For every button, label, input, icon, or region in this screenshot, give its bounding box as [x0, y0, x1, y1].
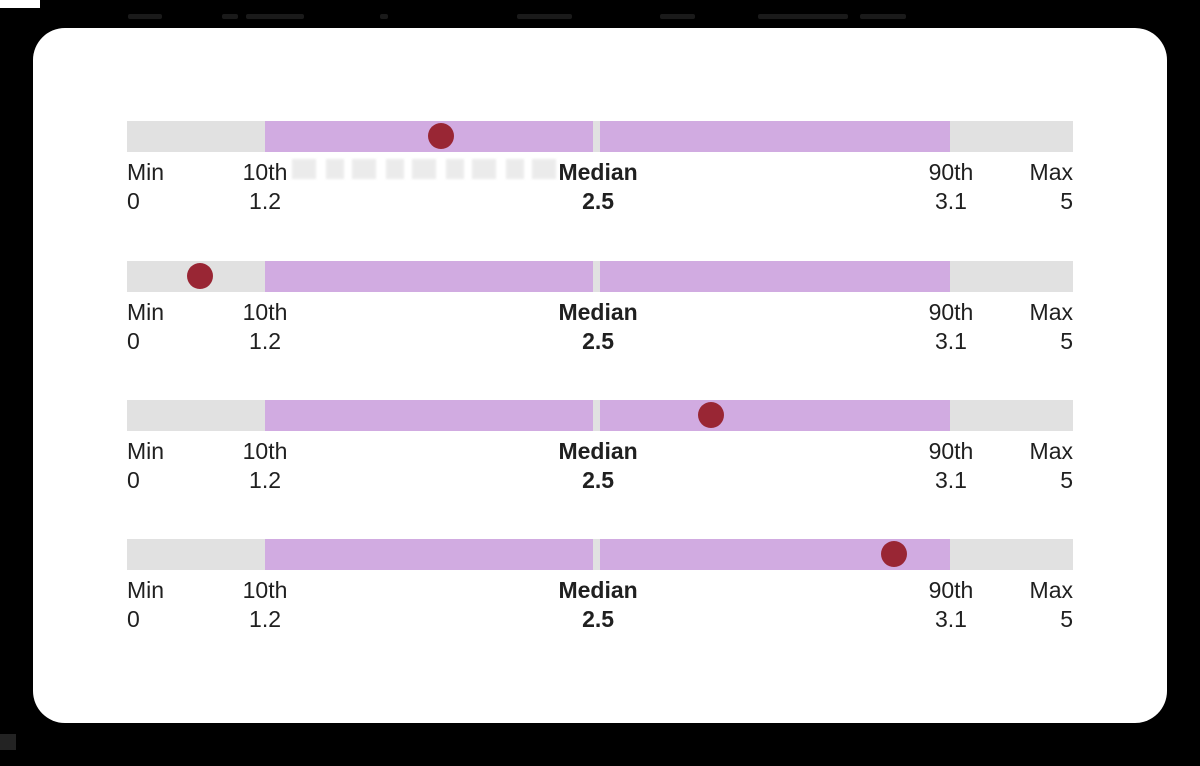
scale-label-value: 0	[127, 467, 140, 493]
percentile-chart-row: Min 0 10th 1.2 Median 2.5 90th 3.1 Max 5	[127, 261, 1073, 361]
scale-label-min: Min 0	[127, 576, 164, 634]
scale-label-name: Min	[127, 299, 165, 325]
ghost-smudge	[380, 14, 388, 19]
scale-label-10th: 10th 1.2	[243, 576, 288, 634]
scale-label-value: 2.5	[582, 188, 615, 214]
range-track	[127, 539, 1073, 570]
scale-label-name: 90th	[928, 577, 974, 603]
scale-label-value: 5	[1060, 606, 1073, 632]
scale-label-median: Median 2.5	[558, 158, 637, 216]
scale-label-name: Max	[1029, 299, 1073, 325]
value-dot	[427, 123, 454, 149]
percentile-chart-row: Min 0 10th 1.2 Median 2.5 90th 3.1 Max 5	[127, 400, 1073, 500]
range-track	[127, 121, 1073, 152]
scale-label-name: Median	[558, 577, 638, 603]
percentile-range-left	[265, 539, 593, 570]
scale-label-name: 90th	[928, 299, 974, 325]
ghost-smudge	[860, 14, 906, 19]
scale-label-name: Max	[1029, 159, 1073, 185]
scale-label-name: Median	[558, 299, 638, 325]
scale-label-10th: 10th 1.2	[243, 158, 288, 216]
results-card: Min 0 10th 1.2 Median 2.5 90th 3.1 Max 5…	[33, 28, 1167, 723]
ghost-smudge	[128, 14, 162, 19]
scale-label-max: Max 5	[1030, 576, 1073, 634]
scale-label-value: 2.5	[582, 467, 615, 493]
scale-label-name: 10th	[242, 299, 288, 325]
ghost-smudge	[517, 14, 572, 19]
scale-label-value: 1.2	[249, 606, 282, 632]
scale-label-median: Median 2.5	[558, 437, 637, 495]
scale-label-value: 1.2	[249, 328, 282, 354]
scale-label-value: 3.1	[934, 188, 967, 214]
scale-label-name: Min	[127, 577, 165, 603]
scale-label-name: Median	[558, 438, 638, 464]
scale-label-90th: 90th 3.1	[929, 576, 974, 634]
scale-label-name: Max	[1029, 577, 1073, 603]
scale-label-value: 2.5	[582, 328, 615, 354]
scale-label-name: 90th	[928, 438, 974, 464]
scale-label-min: Min 0	[127, 437, 164, 495]
percentile-range-right	[600, 261, 951, 292]
scale-label-value: 5	[1060, 188, 1073, 214]
percentile-range-right	[600, 400, 951, 431]
ghost-smudge	[758, 14, 848, 19]
scale-label-value: 5	[1060, 328, 1073, 354]
value-dot	[881, 541, 908, 567]
percentile-range-left	[265, 400, 593, 431]
percentile-chart-row: Min 0 10th 1.2 Median 2.5 90th 3.1 Max 5	[127, 539, 1073, 639]
scale-label-max: Max 5	[1030, 158, 1073, 216]
scale-label-name: Max	[1029, 438, 1073, 464]
screen-corner-artifact	[0, 0, 40, 8]
scale-label-max: Max 5	[1030, 437, 1073, 495]
scale-label-median: Median 2.5	[558, 576, 637, 634]
scale-label-value: 3.1	[934, 606, 967, 632]
ghost-smudge	[660, 14, 695, 19]
scale-label-value: 0	[127, 188, 140, 214]
ghost-text-artifact	[292, 159, 560, 179]
ghost-smudge	[222, 14, 238, 19]
value-dot	[697, 402, 724, 428]
scale-label-10th: 10th 1.2	[243, 298, 288, 356]
scale-label-min: Min 0	[127, 298, 164, 356]
percentile-chart-row: Min 0 10th 1.2 Median 2.5 90th 3.1 Max 5	[127, 121, 1073, 221]
scale-label-min: Min 0	[127, 158, 164, 216]
scale-label-name: 10th	[242, 159, 288, 185]
scale-label-value: 2.5	[582, 606, 615, 632]
value-dot	[187, 263, 214, 289]
scale-label-name: 10th	[242, 438, 288, 464]
scale-label-name: Min	[127, 159, 165, 185]
scale-label-name: 90th	[928, 159, 974, 185]
percentile-range-left	[265, 261, 593, 292]
scale-label-90th: 90th 3.1	[929, 158, 974, 216]
percentile-range-right	[600, 121, 951, 152]
scale-label-value: 1.2	[249, 188, 282, 214]
scale-label-value: 0	[127, 606, 140, 632]
scale-label-value: 1.2	[249, 467, 282, 493]
scale-label-value: 3.1	[934, 328, 967, 354]
scale-label-90th: 90th 3.1	[929, 437, 974, 495]
scale-label-10th: 10th 1.2	[243, 437, 288, 495]
scale-label-value: 5	[1060, 467, 1073, 493]
scale-label-median: Median 2.5	[558, 298, 637, 356]
scale-label-value: 3.1	[934, 467, 967, 493]
scale-label-name: Median	[558, 159, 638, 185]
scale-label-name: Min	[127, 438, 165, 464]
range-track	[127, 400, 1073, 431]
screen-corner-artifact	[0, 734, 16, 750]
range-track	[127, 261, 1073, 292]
scale-label-90th: 90th 3.1	[929, 298, 974, 356]
ghost-smudge	[246, 14, 304, 19]
scale-label-value: 0	[127, 328, 140, 354]
scale-label-name: 10th	[242, 577, 288, 603]
scale-label-max: Max 5	[1030, 298, 1073, 356]
